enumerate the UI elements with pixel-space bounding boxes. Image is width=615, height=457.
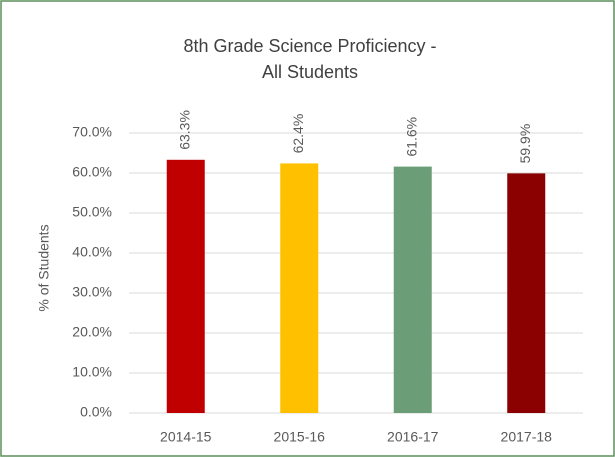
y-tick-label: 60.0% bbox=[72, 164, 112, 180]
y-tick-label: 30.0% bbox=[72, 284, 112, 300]
bar bbox=[393, 166, 432, 413]
y-tick-label: 40.0% bbox=[72, 244, 112, 260]
y-tick-label: 20.0% bbox=[72, 324, 112, 340]
bar bbox=[166, 159, 205, 413]
y-axis-title: % of Students bbox=[36, 224, 52, 311]
x-tick-label: 2017-18 bbox=[501, 429, 553, 445]
data-label: 62.4% bbox=[290, 114, 306, 154]
bar bbox=[280, 163, 319, 413]
data-label: 63.3% bbox=[176, 110, 192, 150]
y-tick-label: 10.0% bbox=[72, 364, 112, 380]
y-tick-label: 50.0% bbox=[72, 204, 112, 220]
x-tick-label: 2014-15 bbox=[160, 429, 212, 445]
data-label: 61.6% bbox=[403, 117, 419, 157]
y-tick-label: 70.0% bbox=[72, 124, 112, 140]
data-label: 59.9% bbox=[517, 124, 533, 164]
chart-title: All Students bbox=[262, 62, 358, 82]
y-tick-label: 0.0% bbox=[80, 404, 112, 420]
x-tick-label: 2016-17 bbox=[387, 429, 439, 445]
bar bbox=[507, 173, 546, 413]
x-tick-label: 2015-16 bbox=[274, 429, 326, 445]
chart-title: 8th Grade Science Proficiency - bbox=[183, 36, 436, 56]
